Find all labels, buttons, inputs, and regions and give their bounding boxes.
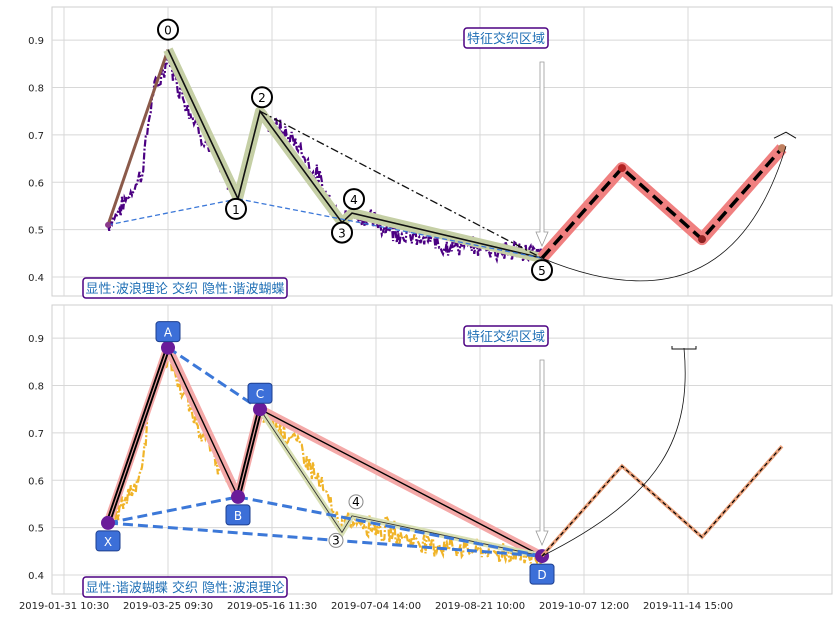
wave-label: 1 [232,203,240,217]
small-label: 4 [352,495,360,509]
wave-label: 2 [258,91,266,105]
harmonic-label-box [155,321,181,343]
harmonic-leg-core [237,409,261,498]
wave-label-circle [331,221,353,244]
wave-label-circle [531,259,553,282]
harmonic-label-box [225,504,251,526]
base-dashed-line [107,198,239,226]
start-point [105,221,111,228]
y-tick-label: 0.9 [28,36,44,47]
y-tick-label: 0.6 [28,476,44,487]
harmonic-label: A [164,326,173,340]
small-label: 3 [332,533,340,547]
channel-line [259,110,543,259]
wave-overlay-line [259,408,543,557]
harmonic-label: C [256,387,264,401]
y-tick-label: 0.5 [28,226,44,237]
wave-label: 3 [338,227,346,241]
region-label-box [463,27,549,49]
y-tick-label: 0.7 [28,429,44,440]
harmonic-dashed-line [167,346,261,411]
x-tick-label: 2019-10-07 12:00 [539,601,629,612]
impulse-leg [106,49,170,226]
harmonic-label-box [529,563,555,585]
x-tick-label: 2019-01-31 10:30 [19,601,109,612]
wave-line [167,49,543,259]
projection-node [618,164,626,173]
wave-label-circle [225,197,247,220]
y-tick-label: 0.4 [28,571,44,582]
projection-node [778,144,786,153]
arc-end-bracket [671,346,697,350]
harmonic-label-box [247,382,273,404]
wave-label: 5 [538,264,546,278]
wave-label-circle [251,86,273,109]
x-tick-label: 2019-03-25 09:30 [123,601,213,612]
plot-frame [51,304,833,595]
projection-line [541,445,783,557]
arc-end-bracket [773,131,797,139]
x-tick-label: 2019-07-04 14:00 [331,601,421,612]
y-tick-label: 0.8 [28,84,44,95]
harmonic-leg-core [107,347,169,524]
x-tick-label: 2019-11-14 15:00 [643,601,733,612]
wave-label: 0 [164,24,172,38]
region-arrow [535,359,549,547]
region-arrow [535,61,549,248]
region-label: 特征交织区域 [467,329,545,345]
x-tick-label: 2019-08-21 10:00 [435,601,525,612]
plot-frame [51,6,833,297]
y-tick-label: 0.5 [28,524,44,535]
x-tick-label: 2019-05-16 11:30 [227,601,317,612]
wave-label-circle [157,18,179,41]
harmonic-leg [167,347,239,498]
projection-line [540,147,784,260]
small-label-circle [348,494,364,510]
legend-box [82,277,288,299]
harmonic-node [161,340,175,355]
arc-curve [541,146,787,282]
y-tick-label: 0.9 [28,334,44,345]
y-tick-label: 0.7 [28,131,44,142]
y-tick-label: 0.6 [28,178,44,189]
projection-node [698,235,706,244]
wave-label-circle [343,188,365,211]
harmonic-node [231,489,245,504]
x-axis: 2019-01-31 10:30 2019-03-25 09:30 2019-05-… [19,601,733,612]
region-label: 特征交织区域 [467,31,545,47]
y-tick-label: 0.8 [28,382,44,393]
legend-text: 显性:谐波蝴蝶 交织 隐性:波浪理论 [85,580,284,596]
arc-curve [541,347,686,557]
harmonic-label: X [104,535,112,549]
legend-box [82,576,288,598]
harmonic-node [101,515,115,530]
region-label-box [463,325,549,347]
harmonic-label: B [234,509,242,523]
y-tick-label: 0.4 [28,273,44,284]
harmonic-label-box [95,530,121,552]
base-dashed-line [237,198,543,259]
small-label-circle [328,532,344,548]
harmonic-dashed-line [107,521,543,558]
harmonic-dashed-line [107,495,239,525]
legend-text: 显性:波浪理论 交织 隐性:谐波蝴蝶 [85,281,284,297]
wave-label: 4 [350,193,358,207]
harmonic-dashed-line [237,495,543,558]
harmonic-node [253,402,267,417]
price-series [107,352,544,566]
harmonic-label: D [537,568,546,582]
harmonic-leg [259,408,543,557]
